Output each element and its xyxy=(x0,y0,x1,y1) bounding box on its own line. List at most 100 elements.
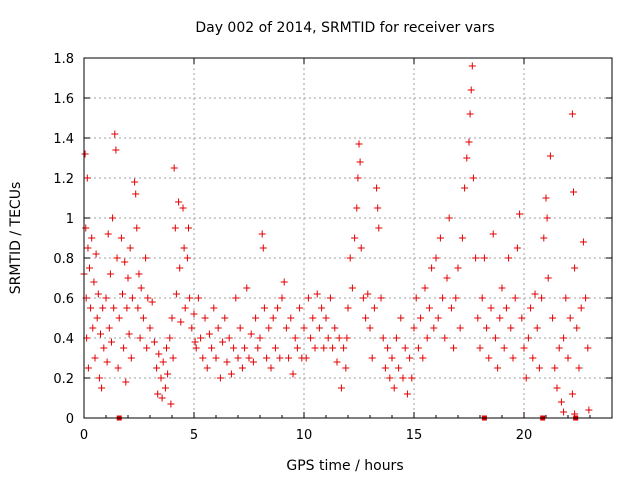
data-point xyxy=(476,344,484,352)
data-point xyxy=(543,214,551,222)
data-point xyxy=(509,354,517,362)
data-point xyxy=(158,394,166,402)
data-point xyxy=(157,374,165,382)
data-point xyxy=(83,174,91,182)
data-point xyxy=(191,338,199,346)
data-point xyxy=(302,354,310,362)
data-point xyxy=(359,294,367,302)
data-point xyxy=(81,150,89,158)
data-point xyxy=(461,184,469,192)
data-point xyxy=(127,354,135,362)
data-point xyxy=(468,62,476,70)
data-point xyxy=(329,344,337,352)
data-point xyxy=(117,234,125,242)
data-point xyxy=(278,294,286,302)
data-point xyxy=(326,294,334,302)
data-point xyxy=(136,334,144,342)
data-point xyxy=(428,264,436,272)
data-point xyxy=(465,138,473,146)
data-point xyxy=(208,344,216,352)
data-point xyxy=(190,310,198,318)
data-point xyxy=(472,254,480,262)
data-point xyxy=(230,344,238,352)
data-point xyxy=(560,408,568,416)
data-point xyxy=(377,294,385,302)
data-point xyxy=(467,86,475,94)
data-point xyxy=(274,304,282,312)
data-point xyxy=(123,304,131,312)
data-point xyxy=(450,344,458,352)
data-point xyxy=(399,374,407,382)
data-point xyxy=(505,254,513,262)
data-point xyxy=(276,354,284,362)
data-point xyxy=(263,354,271,362)
data-point xyxy=(307,334,315,342)
data-point xyxy=(254,344,262,352)
data-point xyxy=(379,334,387,342)
data-point xyxy=(417,314,425,322)
data-point xyxy=(469,174,477,182)
data-point xyxy=(373,184,381,192)
data-point xyxy=(164,370,172,378)
data-point xyxy=(384,344,392,352)
data-point xyxy=(181,304,189,312)
data-point xyxy=(342,364,350,372)
data-point xyxy=(353,204,361,212)
data-point xyxy=(111,130,119,138)
y-tick-label: 1.4 xyxy=(53,132,74,147)
data-point xyxy=(114,364,122,372)
data-point xyxy=(154,390,162,398)
data-point xyxy=(296,304,304,312)
data-point xyxy=(401,344,409,352)
data-point xyxy=(282,324,290,332)
data-point xyxy=(243,284,251,292)
x-tick-label: 5 xyxy=(190,428,198,443)
data-point xyxy=(516,210,524,218)
data-point xyxy=(159,358,167,366)
data-point xyxy=(579,238,587,246)
y-tick-label: 1.8 xyxy=(53,52,74,67)
data-point xyxy=(115,314,123,322)
data-point xyxy=(551,364,559,372)
data-point xyxy=(412,294,420,302)
data-point xyxy=(562,294,570,302)
data-point xyxy=(92,250,100,258)
data-point xyxy=(304,294,312,302)
data-point xyxy=(148,298,156,306)
data-point xyxy=(112,146,120,154)
data-point xyxy=(135,270,143,278)
data-point xyxy=(447,304,455,312)
data-point xyxy=(331,324,339,332)
data-point xyxy=(374,204,382,212)
data-point xyxy=(452,294,460,302)
data-point xyxy=(577,304,585,312)
y-tick-label: 0.2 xyxy=(53,372,74,387)
data-point xyxy=(421,284,429,292)
data-point xyxy=(419,354,427,362)
data-point xyxy=(478,294,486,302)
data-point xyxy=(146,324,154,332)
data-point xyxy=(496,314,504,322)
data-point xyxy=(105,324,113,332)
data-point xyxy=(480,254,488,262)
data-point xyxy=(414,344,422,352)
data-point xyxy=(568,110,576,118)
x-tick-label: 20 xyxy=(516,428,533,443)
data-point xyxy=(340,344,348,352)
data-point xyxy=(487,304,495,312)
data-point xyxy=(555,344,563,352)
y-tick-label: 0.8 xyxy=(53,252,74,267)
data-point xyxy=(203,364,211,372)
data-point xyxy=(524,334,532,342)
data-point xyxy=(318,304,326,312)
data-point xyxy=(324,334,332,342)
data-point xyxy=(463,154,471,162)
data-point xyxy=(256,334,264,342)
data-point xyxy=(225,334,233,342)
data-point xyxy=(109,214,117,222)
data-point xyxy=(533,324,541,332)
data-point xyxy=(192,344,200,352)
data-point xyxy=(439,294,447,302)
data-point xyxy=(293,344,301,352)
